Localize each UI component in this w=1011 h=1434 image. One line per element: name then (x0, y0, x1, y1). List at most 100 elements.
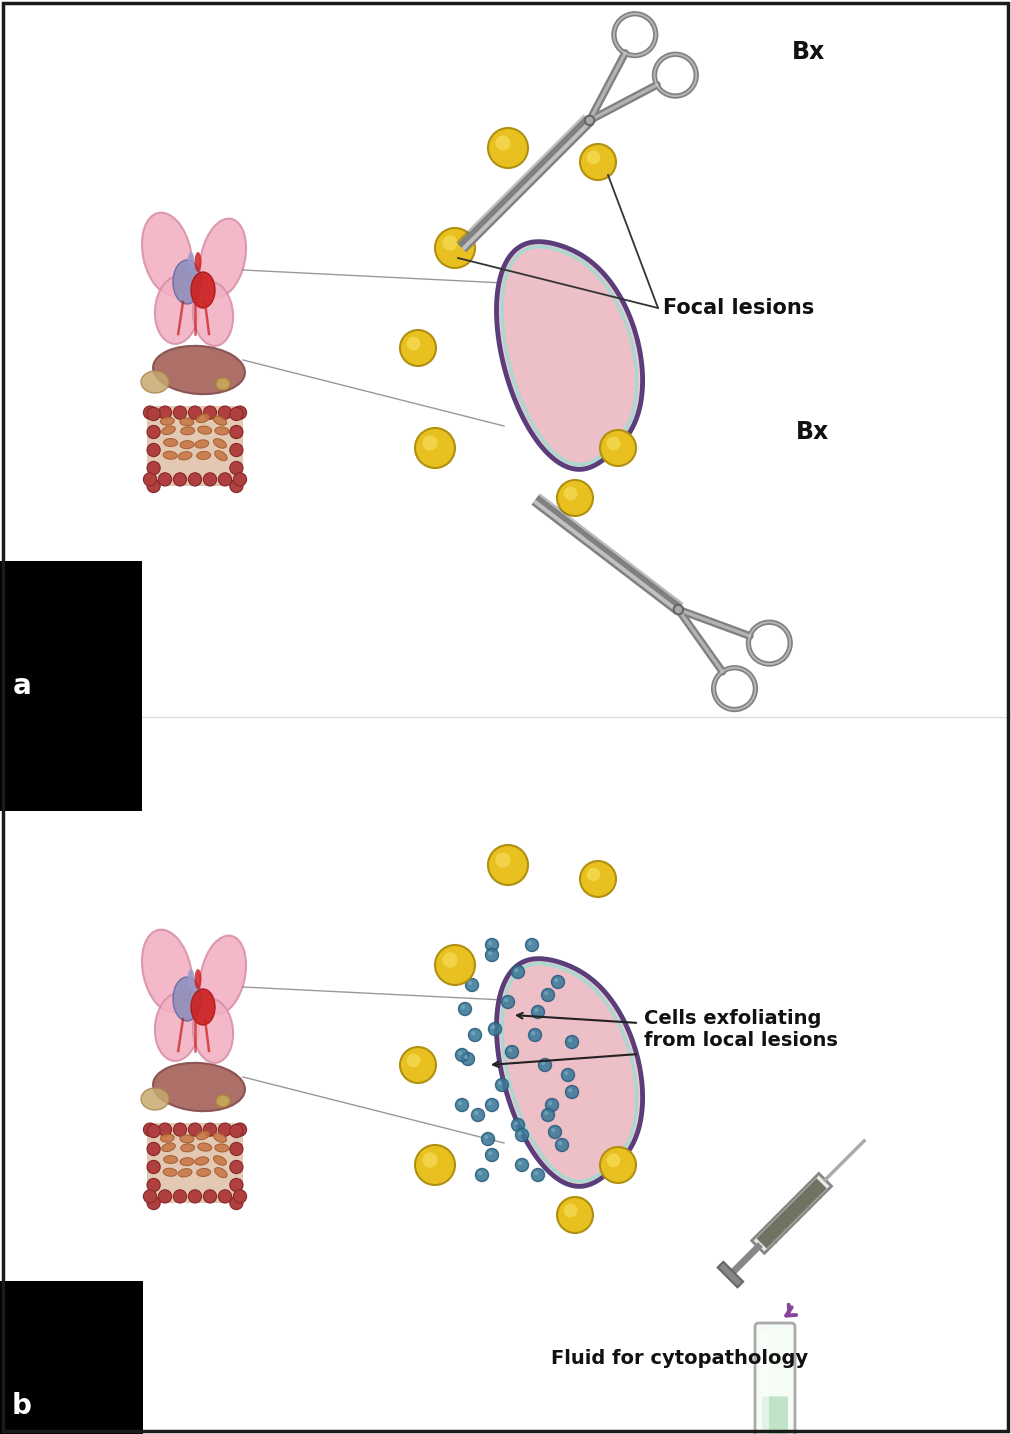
Circle shape (568, 1088, 572, 1093)
Circle shape (488, 951, 492, 955)
Circle shape (400, 330, 436, 366)
Ellipse shape (194, 252, 201, 272)
Circle shape (229, 426, 243, 439)
Circle shape (600, 1147, 636, 1183)
FancyBboxPatch shape (147, 1123, 243, 1203)
Ellipse shape (142, 212, 192, 295)
Text: Focal lesions: Focal lesions (663, 298, 814, 318)
FancyBboxPatch shape (147, 406, 243, 486)
Circle shape (147, 407, 160, 420)
Circle shape (147, 1124, 160, 1137)
Circle shape (465, 978, 478, 991)
Circle shape (544, 1111, 548, 1116)
Circle shape (549, 1126, 561, 1139)
Text: Cells exfoliating
from local lesions: Cells exfoliating from local lesions (644, 1010, 838, 1050)
Ellipse shape (191, 272, 215, 308)
Circle shape (485, 1098, 498, 1111)
Polygon shape (751, 1173, 831, 1253)
Text: a: a (12, 673, 31, 700)
Circle shape (203, 473, 216, 486)
Ellipse shape (155, 994, 199, 1061)
Circle shape (456, 1098, 468, 1111)
Ellipse shape (216, 1096, 229, 1107)
Circle shape (509, 1048, 513, 1053)
Circle shape (488, 1152, 492, 1156)
Circle shape (443, 235, 458, 251)
Ellipse shape (173, 977, 201, 1021)
Circle shape (229, 1179, 243, 1192)
Ellipse shape (141, 371, 169, 393)
Ellipse shape (200, 935, 246, 1014)
Circle shape (565, 1086, 578, 1098)
Ellipse shape (214, 427, 228, 435)
Circle shape (557, 1197, 593, 1233)
Circle shape (144, 1123, 157, 1136)
Ellipse shape (200, 218, 246, 297)
Ellipse shape (214, 1167, 227, 1177)
Circle shape (475, 1169, 488, 1182)
Circle shape (488, 1022, 501, 1035)
Circle shape (188, 1190, 201, 1203)
Ellipse shape (196, 1169, 210, 1176)
Circle shape (544, 991, 548, 995)
Circle shape (471, 1031, 475, 1035)
Circle shape (526, 938, 539, 952)
Circle shape (229, 462, 243, 475)
Ellipse shape (142, 929, 192, 1012)
Circle shape (174, 1123, 187, 1136)
Circle shape (542, 988, 554, 1001)
Ellipse shape (178, 1169, 192, 1177)
Circle shape (607, 1154, 621, 1167)
Circle shape (564, 1071, 568, 1076)
Circle shape (159, 1190, 172, 1203)
Text: Fluid for cytopathology: Fluid for cytopathology (551, 1349, 809, 1368)
Ellipse shape (196, 414, 209, 423)
Circle shape (551, 1129, 555, 1133)
Circle shape (485, 938, 498, 952)
Circle shape (406, 337, 421, 350)
Circle shape (159, 406, 172, 419)
Circle shape (174, 473, 187, 486)
Circle shape (456, 1048, 468, 1061)
Circle shape (147, 462, 160, 475)
Ellipse shape (213, 439, 226, 449)
Polygon shape (718, 1262, 743, 1288)
Circle shape (491, 1025, 495, 1030)
Circle shape (546, 1098, 558, 1111)
Ellipse shape (198, 426, 211, 435)
Circle shape (188, 1123, 201, 1136)
Circle shape (488, 1101, 492, 1106)
Circle shape (484, 1136, 488, 1139)
Circle shape (541, 1061, 545, 1065)
Circle shape (234, 406, 247, 419)
Ellipse shape (181, 427, 195, 435)
Circle shape (144, 406, 157, 419)
Ellipse shape (213, 1133, 226, 1143)
Circle shape (501, 995, 515, 1008)
Circle shape (234, 1190, 247, 1203)
Circle shape (488, 845, 528, 885)
Circle shape (218, 1123, 232, 1136)
Ellipse shape (173, 260, 201, 304)
Circle shape (485, 948, 498, 962)
Circle shape (488, 128, 528, 168)
Ellipse shape (153, 346, 245, 394)
Circle shape (551, 975, 564, 988)
Circle shape (516, 1129, 529, 1141)
Circle shape (580, 860, 616, 898)
Ellipse shape (193, 999, 234, 1063)
Circle shape (229, 1196, 243, 1210)
FancyBboxPatch shape (762, 1397, 788, 1434)
Circle shape (673, 605, 683, 614)
Circle shape (234, 473, 247, 486)
Ellipse shape (195, 1157, 208, 1164)
Polygon shape (502, 964, 637, 1182)
Circle shape (144, 1190, 157, 1203)
Circle shape (147, 479, 160, 493)
Circle shape (471, 1108, 484, 1121)
Circle shape (554, 978, 558, 982)
Circle shape (532, 1169, 545, 1182)
Circle shape (458, 1101, 462, 1106)
Ellipse shape (195, 440, 208, 447)
Circle shape (229, 479, 243, 493)
